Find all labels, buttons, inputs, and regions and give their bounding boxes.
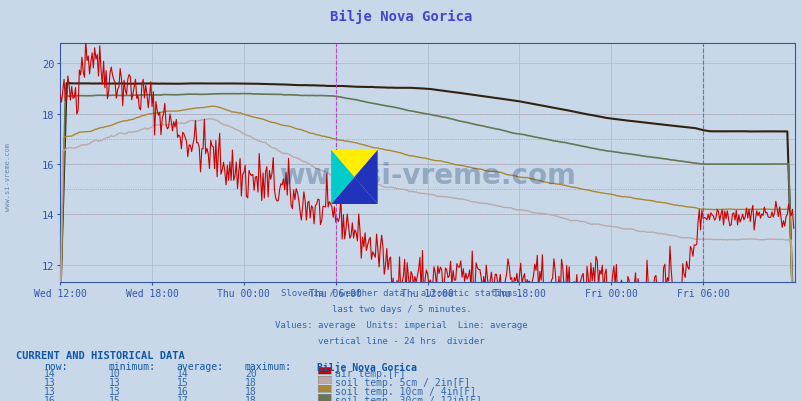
Polygon shape	[330, 150, 354, 205]
Text: 10: 10	[108, 368, 120, 378]
Text: air temp.[F]: air temp.[F]	[334, 368, 405, 378]
Text: 13: 13	[108, 377, 120, 387]
Text: soil temp. 30cm / 12in[F]: soil temp. 30cm / 12in[F]	[334, 395, 481, 401]
Text: 13: 13	[44, 386, 56, 396]
Text: 18: 18	[245, 386, 257, 396]
Text: last two days / 5 minutes.: last two days / 5 minutes.	[331, 304, 471, 313]
Text: Bilje Nova Gorica: Bilje Nova Gorica	[317, 361, 416, 372]
Text: Values: average  Units: imperial  Line: average: Values: average Units: imperial Line: av…	[275, 320, 527, 329]
Text: www.si-vreme.com: www.si-vreme.com	[279, 161, 575, 189]
Text: maximum:: maximum:	[245, 361, 292, 371]
Text: 18: 18	[245, 395, 257, 401]
Text: soil temp. 5cm / 2in[F]: soil temp. 5cm / 2in[F]	[334, 377, 469, 387]
Text: Slovenia / weather data - automatic stations.: Slovenia / weather data - automatic stat…	[280, 288, 522, 297]
Text: 15: 15	[176, 377, 188, 387]
Text: vertical line - 24 hrs  divider: vertical line - 24 hrs divider	[318, 336, 484, 345]
Polygon shape	[354, 150, 377, 205]
Text: www.si-vreme.com: www.si-vreme.com	[5, 142, 11, 211]
Text: 13: 13	[44, 377, 56, 387]
Text: 16: 16	[176, 386, 188, 396]
Text: 20: 20	[245, 368, 257, 378]
Text: 14: 14	[44, 368, 56, 378]
Polygon shape	[330, 150, 377, 205]
Text: Bilje Nova Gorica: Bilje Nova Gorica	[330, 10, 472, 24]
Text: 18: 18	[245, 377, 257, 387]
Text: minimum:: minimum:	[108, 361, 156, 371]
Text: soil temp. 10cm / 4in[F]: soil temp. 10cm / 4in[F]	[334, 386, 476, 396]
Text: 13: 13	[108, 386, 120, 396]
Text: now:: now:	[44, 361, 67, 371]
Text: 17: 17	[176, 395, 188, 401]
Polygon shape	[330, 178, 377, 205]
Text: 14: 14	[176, 368, 188, 378]
Text: average:: average:	[176, 361, 224, 371]
Text: 16: 16	[44, 395, 56, 401]
Text: 15: 15	[108, 395, 120, 401]
Text: CURRENT AND HISTORICAL DATA: CURRENT AND HISTORICAL DATA	[16, 350, 184, 360]
